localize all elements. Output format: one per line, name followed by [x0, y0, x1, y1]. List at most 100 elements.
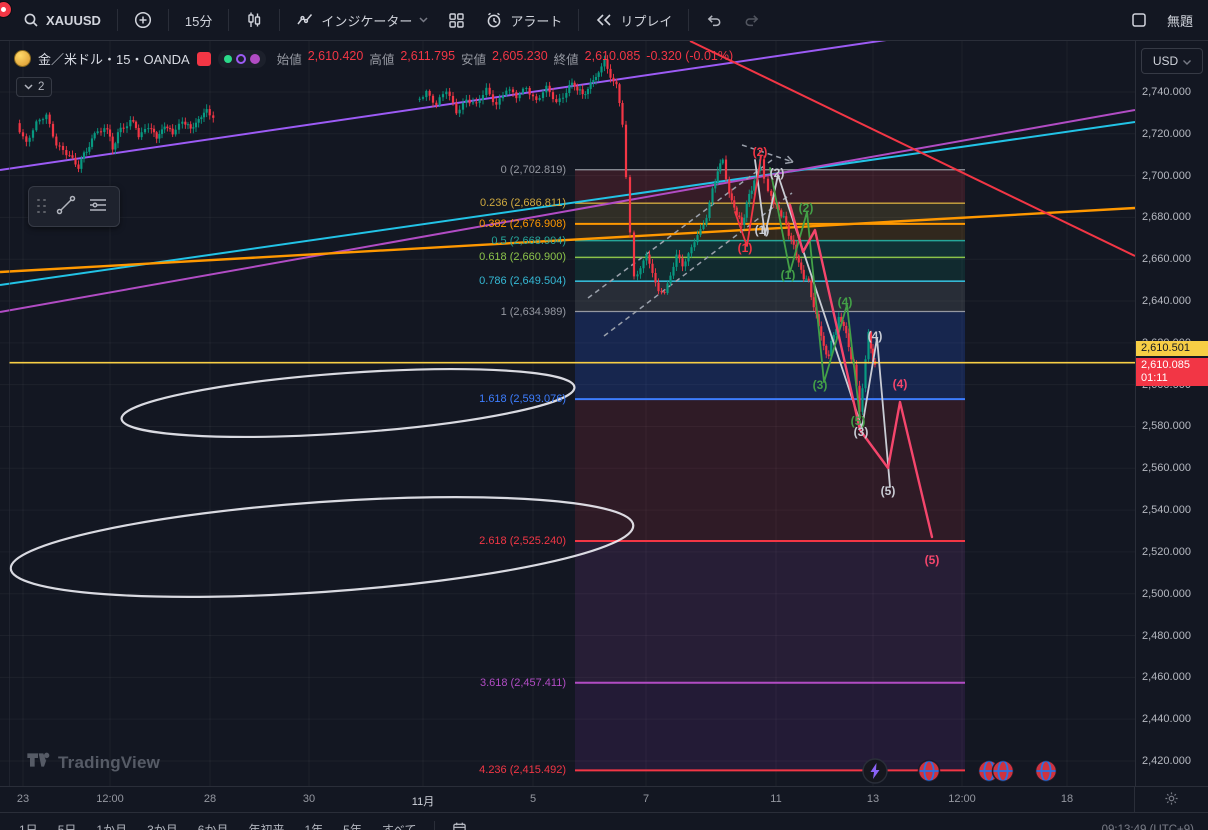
- price-tick-label: 2,680.000: [1142, 211, 1191, 224]
- toolbar-separator: [578, 9, 580, 31]
- time-tick-label: 11: [770, 793, 782, 805]
- idea-globe-badge[interactable]: [991, 759, 1015, 783]
- chart-style-button[interactable]: [236, 5, 272, 35]
- range-button[interactable]: 6か月: [189, 817, 238, 830]
- horizontal-lines-tool-button[interactable]: [85, 192, 111, 221]
- panel-square-icon: [1131, 12, 1147, 28]
- alert-label: アラート: [510, 13, 563, 29]
- fib-zone: [575, 682, 965, 771]
- compare-add-symbol-button[interactable]: [125, 5, 161, 35]
- replay-label: リプレイ: [620, 13, 673, 29]
- fib-zone: [575, 399, 965, 541]
- last-price-label: 2,610.085 01:11: [1136, 357, 1208, 386]
- panel-toggle-button[interactable]: [1122, 6, 1156, 34]
- redo-button[interactable]: [734, 6, 770, 34]
- trend-line[interactable]: [0, 121, 1135, 286]
- price-tick-label: 2,440.000: [1142, 713, 1191, 726]
- drag-handle-icon[interactable]: [37, 198, 47, 215]
- symbol-title[interactable]: 金／米ドル・15・OANDA: [38, 52, 190, 67]
- indicator-count: 2: [38, 81, 45, 93]
- ohlc-values: 始値 2,610.420 高値 2,611.795 安値 2,605.230 終値 2,…: [276, 49, 734, 67]
- price-tick-label: 2,480.000: [1142, 629, 1191, 642]
- time-tick-label: 18: [1060, 793, 1074, 805]
- floating-drawing-toolbar[interactable]: [28, 186, 120, 227]
- idea-globe-badge[interactable]: [917, 759, 941, 783]
- price-tick-label: 2,540.000: [1142, 504, 1191, 517]
- dashed-guide-line[interactable]: [603, 192, 793, 337]
- time-tick-label: 30: [302, 793, 316, 805]
- price-axis[interactable]: USD 2,740.000 2,720.000 2,700.000 2,680.000…: [1135, 41, 1208, 786]
- price-tick-label: 2,640.000: [1142, 295, 1191, 308]
- elliott-wave-path[interactable]: [769, 167, 861, 419]
- time-axis[interactable]: 23 12:00 28 30 11月 5 7 11 13 12:00 18: [0, 786, 1208, 812]
- chart-canvas[interactable]: [0, 41, 1135, 786]
- trend-line-icon: [55, 195, 77, 219]
- change-value: -0.320 (-0.01%): [646, 49, 734, 63]
- chevron-down-icon: [419, 17, 428, 23]
- price-tick-label: 2,660.000: [1142, 253, 1191, 266]
- range-button[interactable]: 5年: [334, 817, 371, 830]
- price-tick-label: 2,500.000: [1142, 587, 1191, 600]
- currency-dropdown[interactable]: USD: [1141, 48, 1203, 74]
- instrument-logo: [14, 50, 31, 67]
- layout-grid-button[interactable]: [439, 6, 474, 35]
- redo-arrow-icon: [743, 12, 761, 28]
- time-tick-label: 28: [203, 793, 217, 805]
- indicators-button[interactable]: インジケーター: [287, 5, 437, 36]
- calendar-icon: [452, 822, 467, 830]
- range-button[interactable]: 1日: [10, 817, 47, 830]
- price-tick-label: 2,560.000: [1142, 462, 1191, 475]
- axis-settings-corner[interactable]: [1134, 787, 1208, 812]
- trend-line[interactable]: [0, 41, 900, 171]
- left-toolbar-strip: [0, 41, 10, 786]
- fib-zone: [575, 540, 965, 683]
- layout-name-button[interactable]: 無題: [1158, 5, 1202, 36]
- interval-button[interactable]: 15分: [176, 5, 221, 36]
- idea-globe-badge[interactable]: [1034, 759, 1058, 783]
- time-tick-label: 5: [529, 793, 537, 805]
- undo-arrow-icon: [705, 12, 723, 28]
- go-to-date-button[interactable]: [443, 817, 476, 830]
- range-button[interactable]: 年初来: [239, 817, 293, 830]
- gear-icon: [1164, 791, 1179, 809]
- elliott-wave-path[interactable]: [734, 155, 762, 247]
- toolbar-separator: [167, 9, 169, 31]
- fib-zone: [575, 240, 965, 258]
- price-tick-label: 2,720.000: [1142, 127, 1191, 140]
- bottom-range-bar: 1日 5日 1か月 3か月 6か月 年初来 1年 5年 すべて 09:13:49 (UTC+9): [0, 812, 1208, 830]
- toolbar-separator: [116, 9, 118, 31]
- alert-price-label: 2,610.501: [1136, 340, 1208, 356]
- alarm-clock-icon: [485, 11, 503, 29]
- trend-line[interactable]: [689, 41, 1135, 257]
- undo-button[interactable]: [696, 6, 732, 34]
- elliott-wave-path[interactable]: [788, 203, 934, 539]
- trend-line-tool-button[interactable]: [53, 192, 79, 221]
- trend-line[interactable]: [0, 109, 1135, 313]
- trend-line[interactable]: [0, 206, 1135, 274]
- ellipse-annotation[interactable]: [119, 357, 576, 449]
- range-button[interactable]: 1年: [295, 817, 332, 830]
- fib-zone: [575, 281, 965, 312]
- range-button[interactable]: 5日: [49, 817, 86, 830]
- range-button[interactable]: すべて: [373, 817, 426, 830]
- notification-badge[interactable]: [0, 2, 11, 17]
- dashed-guide-line[interactable]: [741, 144, 794, 163]
- clock-utc-label[interactable]: 09:13:49 (UTC+9): [1101, 823, 1194, 830]
- alert-button[interactable]: アラート: [476, 5, 571, 36]
- live-dot-icon: [223, 54, 232, 63]
- ellipse-annotation[interactable]: [8, 480, 637, 613]
- ring-icon: [235, 53, 246, 64]
- legend-collapse-button[interactable]: 2: [16, 77, 53, 97]
- range-button[interactable]: 1か月: [87, 817, 136, 830]
- plus-circle-icon: [134, 11, 152, 29]
- grid-layout-icon: [448, 12, 465, 29]
- replay-button[interactable]: リプレイ: [586, 5, 681, 36]
- elliott-wave-path[interactable]: [754, 159, 891, 488]
- symbol-search-button[interactable]: XAUUSD: [14, 6, 110, 34]
- indicator-icon: [296, 11, 314, 29]
- dashed-guide-line[interactable]: [587, 159, 773, 299]
- time-tick-label: 11月: [411, 796, 435, 808]
- legend-status-icons[interactable]: [217, 49, 266, 68]
- range-button[interactable]: 3か月: [138, 817, 187, 830]
- quick-action-badge[interactable]: [862, 758, 888, 784]
